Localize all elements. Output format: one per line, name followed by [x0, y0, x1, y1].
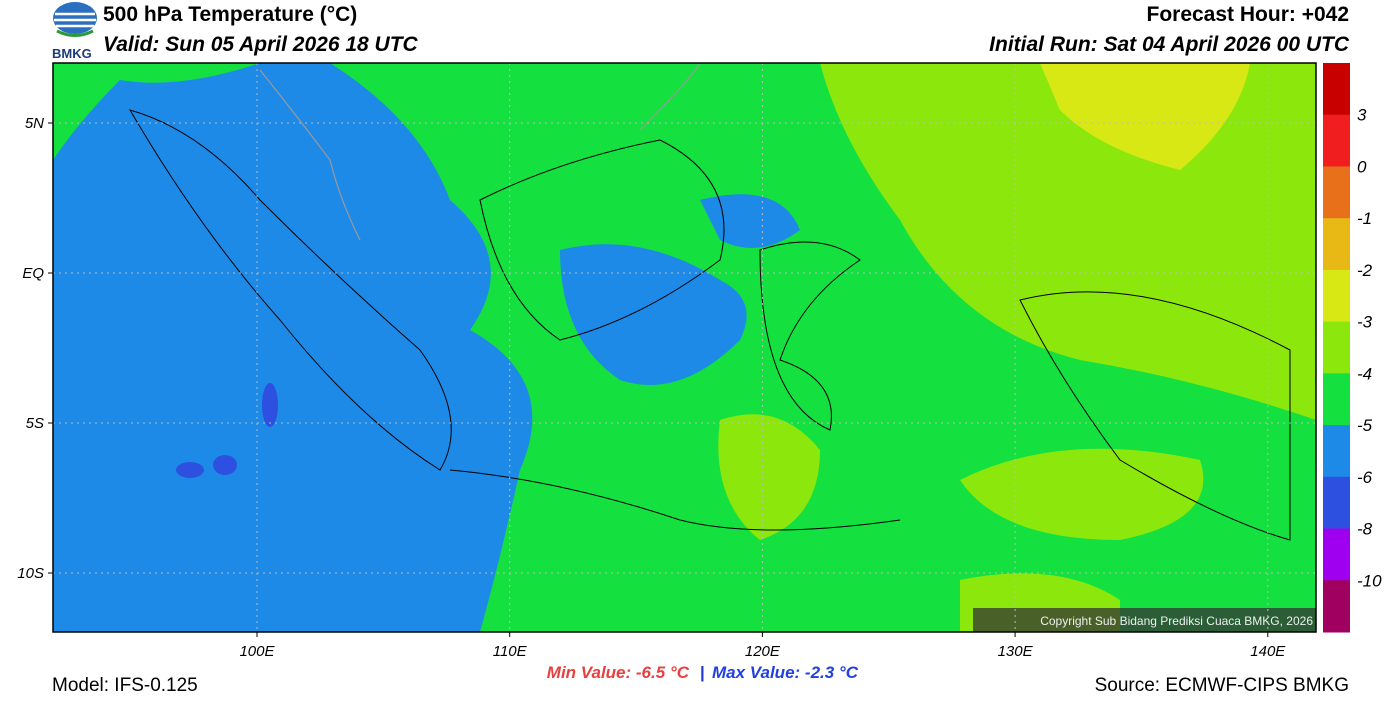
- lat-label: EQ: [22, 265, 44, 282]
- colorbar-label: -5: [1357, 416, 1373, 435]
- valid-time: Valid: Sun 05 April 2026 18 UTC: [103, 33, 419, 56]
- lon-label: 100E: [239, 643, 275, 660]
- graticule: 5N EQ 5S 10S 100E 110E 120E 130E 140E: [17, 63, 1316, 660]
- colorbar-segment: [1323, 114, 1350, 167]
- colorbar-label: -2: [1357, 261, 1373, 280]
- colorbar-segment: [1323, 528, 1350, 581]
- colorbar-segment: [1323, 580, 1350, 633]
- colorbar-segment: [1323, 476, 1350, 530]
- colorbar-label: -4: [1357, 364, 1372, 383]
- initial-run: Initial Run: Sat 04 April 2026 00 UTC: [989, 33, 1350, 56]
- lat-label: 5N: [25, 115, 44, 132]
- colorbar-label: -1: [1357, 209, 1372, 228]
- colorbar-label: 0: [1357, 157, 1367, 176]
- max-value: Max Value: -2.3 °C: [712, 663, 859, 682]
- title: 500 hPa Temperature (°C): [103, 3, 357, 26]
- lon-label: 110E: [493, 643, 528, 660]
- lon-label: 130E: [998, 643, 1034, 660]
- source: Source: ECMWF-CIPS BMKG: [1095, 675, 1349, 696]
- colorbar-label: -6: [1357, 468, 1373, 487]
- colorbar-label: -10: [1357, 571, 1382, 590]
- colorbar: 3 0 -1 -2 -3 -4 -5 -6 -8 -10: [1323, 63, 1382, 633]
- separator: |: [700, 663, 705, 682]
- colorbar-segment: [1323, 269, 1350, 323]
- lat-label: 10S: [17, 565, 44, 582]
- lat-label: 5S: [26, 415, 44, 432]
- colorbar-label: 3: [1357, 106, 1367, 125]
- forecast-hour: Forecast Hour: +042: [1147, 3, 1350, 26]
- model: Model: IFS-0.125: [52, 675, 198, 696]
- min-value: Min Value: -6.5 °C: [547, 663, 690, 682]
- logo: BMKG: [52, 2, 97, 61]
- colorbar-segment: [1323, 63, 1350, 116]
- colorbar-segment: [1323, 166, 1350, 219]
- colorbar-segment: [1323, 321, 1350, 374]
- colorbar-segment: [1323, 425, 1350, 478]
- colorbar-label: -3: [1357, 313, 1373, 332]
- colorbar-segment: [1323, 218, 1350, 271]
- copyright: Copyright Sub Bidang Prediksi Cuaca BMKG…: [1040, 614, 1313, 628]
- lon-label: 120E: [745, 643, 781, 660]
- colorbar-segment: [1323, 373, 1350, 426]
- colorbar-label: -8: [1357, 520, 1373, 539]
- map-frame: [52, 62, 1317, 633]
- logo-text: BMKG: [52, 46, 92, 61]
- lon-label: 140E: [1250, 643, 1286, 660]
- temperature-field: Copyright Sub Bidang Prediksi Cuaca BMKG…: [53, 63, 1316, 632]
